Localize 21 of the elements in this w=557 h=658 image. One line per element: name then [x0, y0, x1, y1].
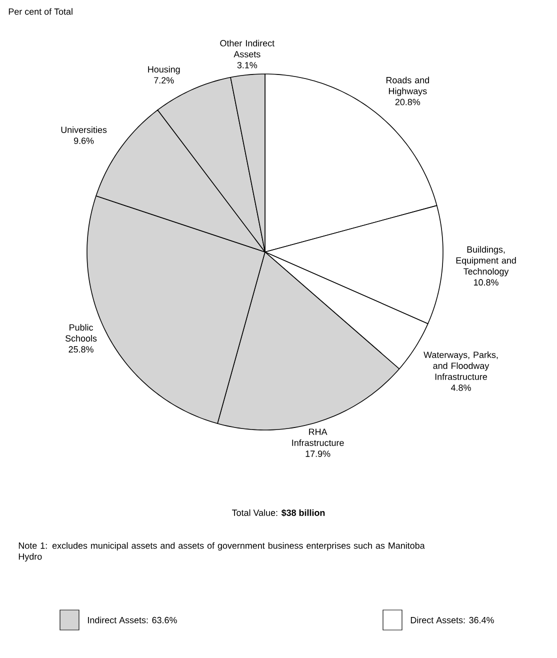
data-label: 20.8% — [395, 98, 420, 106]
slice-label: Other Indirect Assets — [220, 40, 274, 58]
slice-label: Buildings, Equipment and Technology — [456, 246, 516, 276]
text: Direct Assets: 36.4% — [410, 616, 494, 624]
data-label: 25.8% — [68, 346, 94, 353]
text: Note 1: excludes municipal assets and assets of government business enterprises such as Manitoba Hydro — [18, 542, 425, 562]
data-label: 9.6% — [74, 138, 94, 144]
data-label: 17.9% — [306, 450, 330, 457]
slice-label: RHA Infrastructure — [292, 428, 344, 446]
data-label: 7.2% — [154, 77, 174, 84]
data-label: 10.8% — [474, 279, 498, 286]
chart-title: Per cent of Total — [8, 8, 72, 15]
data-label: 4.8% — [450, 384, 471, 391]
text: Total Value: $38 billion — [232, 509, 325, 517]
slice-label: Waterways, Parks, and Floodway Infrastructure — [424, 351, 498, 380]
slice-label: Public Schools — [65, 324, 97, 342]
data-label: 3.1% — [237, 62, 258, 68]
slice-label: Roads and Highways — [386, 76, 429, 96]
slice-label: Universities — [61, 126, 107, 134]
text: Indirect Assets: 63.6% — [88, 616, 177, 624]
slice-label: Housing — [148, 66, 180, 74]
